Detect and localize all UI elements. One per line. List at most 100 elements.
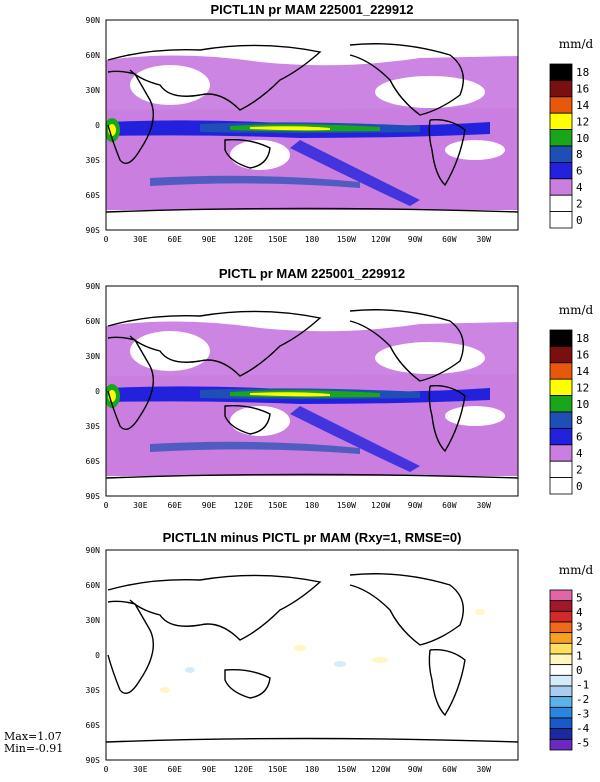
colorbar-swatch [549, 178, 573, 196]
lat-tick-label: 90S [86, 756, 101, 765]
lon-tick-label: 60E [167, 765, 182, 774]
colorbar-label: 4 [576, 447, 583, 460]
lat-tick-label: 60N [86, 317, 101, 326]
lon-tick-label: 150W [337, 235, 356, 244]
coastlines [106, 573, 518, 743]
lon-tick-label: 150E [268, 235, 287, 244]
colorbar-swatch [549, 194, 573, 212]
lon-tick-label: 120W [371, 765, 390, 774]
colorbar-label: 12 [576, 115, 589, 128]
colorbar-label: -1 [576, 679, 589, 692]
coastlines [106, 43, 518, 213]
lat-tick-label: 0 [95, 387, 100, 396]
colorbar-label: 4 [576, 606, 583, 619]
lon-tick-label: 60W [442, 235, 457, 244]
colorbar-swatch [549, 738, 573, 751]
lon-tick-label: 180 [305, 235, 320, 244]
colorbar-swatch [549, 63, 573, 81]
colorbar-swatch [549, 610, 573, 623]
lon-tick-label: 90W [408, 501, 423, 510]
lat-tick-label: 60N [86, 581, 101, 590]
colorbar-swatch [549, 345, 573, 364]
colorbar-swatch [549, 329, 573, 347]
lon-tick-label: 120E [234, 765, 253, 774]
lon-tick-label: 90E [202, 501, 217, 510]
lon-tick-label: 90W [408, 765, 423, 774]
colorbar-swatch [549, 477, 573, 495]
lon-tick-label: 30E [133, 501, 148, 510]
panel-title: PICTL pr MAM 225001_229912 [219, 266, 405, 281]
colorbar-swatch [549, 129, 573, 147]
colorbar-unit: mm/d [559, 37, 594, 51]
lat-tick-label: 0 [95, 651, 100, 660]
panel-difference: PICTL1N minus PICTL pr MAM (Rxy=1, RMSE=… [105, 530, 519, 761]
colorbar-unit: mm/d [559, 303, 594, 317]
lon-tick-label: 120W [371, 501, 390, 510]
lon-tick-label: 60W [442, 501, 457, 510]
colorbar-swatch [549, 362, 573, 380]
stat-max: Max=1.07 [4, 730, 62, 743]
colorbar-swatch [549, 411, 573, 429]
lon-tick-label: 0 [104, 501, 109, 510]
lat-tick-label: 30S [86, 686, 101, 695]
colorbar-label: 6 [576, 165, 583, 178]
colorbar-label: 16 [576, 349, 589, 362]
lat-tick-label: 30N [86, 616, 101, 625]
map-frame [105, 549, 519, 761]
lat-tick-label: 90S [86, 492, 101, 501]
colorbars: mm/d181614121086420mm/d181614121086420mm… [549, 37, 594, 751]
colorbar-label: 8 [576, 148, 583, 161]
precip-field [106, 55, 518, 210]
lat-tick-label: 90N [86, 546, 101, 555]
panel-pictl: PICTL pr MAM 225001_229912 [105, 266, 519, 497]
colorbar-swatch [549, 145, 573, 163]
lat-tick-label: 30N [86, 86, 101, 95]
lat-tick-label: 30N [86, 352, 101, 361]
colorbar-label: 14 [576, 99, 590, 112]
lon-tick-label: 30W [476, 501, 491, 510]
colorbar-swatch [549, 653, 573, 666]
lat-tick-label: 30S [86, 156, 101, 165]
colorbar-swatch [549, 395, 573, 413]
lat-tick-label: 60S [86, 721, 101, 730]
lon-tick-label: 150E [268, 501, 287, 510]
difference-field [160, 609, 485, 693]
colorbar-label: 10 [576, 132, 589, 145]
lon-tick-label: 150E [268, 765, 287, 774]
lat-tick-label: 60S [86, 457, 101, 466]
colorbar-label: 16 [576, 83, 589, 96]
panel-title: PICTL1N minus PICTL pr MAM (Rxy=1, RMSE=… [163, 530, 462, 545]
colorbar-label: 8 [576, 414, 583, 427]
colorbar-label: -4 [576, 722, 590, 735]
colorbar-swatch [549, 444, 573, 462]
colorbar-label: 18 [576, 332, 589, 345]
lon-tick-label: 30W [476, 235, 491, 244]
colorbar-swatch [549, 674, 573, 687]
colorbar-label: 10 [576, 398, 589, 411]
colorbar-swatch [549, 696, 573, 708]
colorbar-label: 2 [576, 197, 583, 210]
lon-tick-label: 120E [234, 235, 253, 244]
lat-tick-label: 90S [86, 226, 101, 235]
colorbar-swatch [549, 664, 573, 676]
colorbar-swatch [549, 211, 573, 229]
colorbar-label: 2 [576, 463, 583, 476]
map-frame [105, 285, 519, 497]
colorbar-label: 0 [576, 480, 583, 493]
lon-tick-label: 0 [104, 765, 109, 774]
colorbar-swatch [549, 706, 573, 719]
colorbar-label: 5 [576, 591, 583, 604]
colorbar-unit: mm/d [559, 563, 594, 577]
colorbar-swatch [549, 80, 573, 98]
colorbar-label: 18 [576, 66, 589, 79]
lat-tick-label: 60S [86, 191, 101, 200]
axis-ticks: 0 30E 60E 90E 120E 150E 180 150W 120W 90W 60W 30W 90… [86, 16, 492, 774]
colorbar-swatch [549, 460, 573, 479]
colorbar-swatch [549, 378, 573, 397]
colorbar-label: 6 [576, 431, 583, 444]
lon-tick-label: 120E [234, 501, 253, 510]
lon-tick-label: 180 [305, 765, 320, 774]
colorbar-swatch [549, 96, 573, 114]
lon-tick-label: 60E [167, 235, 182, 244]
